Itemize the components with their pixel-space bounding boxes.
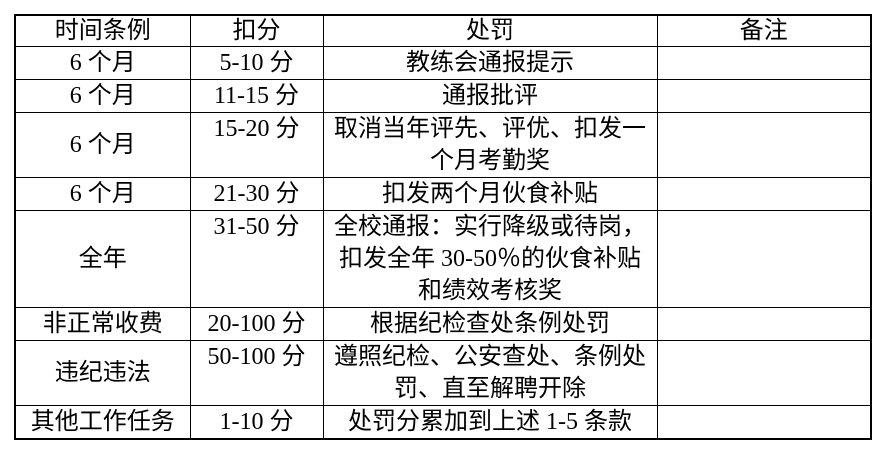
cell-time: 6 个月 xyxy=(14,79,191,113)
cell-remark xyxy=(656,340,872,406)
cell-points: 11-15 分 xyxy=(189,79,324,113)
cell-remark xyxy=(656,46,872,80)
cell-points: 20-100 分 xyxy=(189,307,324,341)
cell-time: 6 个月 xyxy=(14,112,191,178)
cell-remark xyxy=(656,177,872,211)
cell-punishment: 根据纪检查处条例处罚 xyxy=(322,307,658,341)
cell-time: 非正常收费 xyxy=(14,307,191,341)
table-row: 6 个月 5-10 分 教练会通报提示 xyxy=(14,46,872,80)
column-header-punishment: 处罚 xyxy=(322,14,658,47)
cell-remark xyxy=(656,79,872,113)
cell-remark xyxy=(656,405,872,440)
cell-punishment: 遵照纪检、公安查处、条例处 罚、直至解聘开除 xyxy=(322,340,658,406)
cell-remark xyxy=(656,307,872,341)
table-row: 全年 31-50 分 全校通报：实行降级或待岗， 扣发全年 30-50％的伙食补… xyxy=(14,210,872,308)
cell-points: 1-10 分 xyxy=(189,405,324,440)
cell-points: 5-10 分 xyxy=(189,46,324,80)
table-row: 6 个月 11-15 分 通报批评 xyxy=(14,79,872,113)
cell-punishment: 处罚分累加到上述 1-5 条款 xyxy=(322,405,658,440)
table-row: 6 个月 21-30 分 扣发两个月伙食补贴 xyxy=(14,177,872,211)
cell-time: 违纪违法 xyxy=(14,340,191,406)
cell-points: 31-50 分 xyxy=(189,210,324,308)
cell-punishment: 通报批评 xyxy=(322,79,658,113)
cell-time: 6 个月 xyxy=(14,46,191,80)
cell-points: 50-100 分 xyxy=(189,340,324,406)
cell-time: 其他工作任务 xyxy=(14,405,191,440)
cell-punishment: 扣发两个月伙食补贴 xyxy=(322,177,658,211)
cell-punishment: 取消当年评先、评优、扣发一 个月考勤奖 xyxy=(322,112,658,178)
column-header-time: 时间条例 xyxy=(14,14,191,47)
cell-points: 21-30 分 xyxy=(189,177,324,211)
cell-remark xyxy=(656,210,872,308)
cell-time: 全年 xyxy=(14,210,191,308)
table-row: 非正常收费 20-100 分 根据纪检查处条例处罚 xyxy=(14,307,872,341)
table-row: 其他工作任务 1-10 分 处罚分累加到上述 1-5 条款 xyxy=(14,405,872,440)
header-row: 时间条例 扣分 处罚 备注 xyxy=(14,14,872,47)
cell-remark xyxy=(656,112,872,178)
cell-time: 6 个月 xyxy=(14,177,191,211)
column-header-remark: 备注 xyxy=(656,14,872,47)
penalty-table: 时间条例 扣分 处罚 备注 6 个月 5-10 分 教练会通报提示 6 个月 1… xyxy=(14,14,872,440)
table-row: 6 个月 15-20 分 取消当年评先、评优、扣发一 个月考勤奖 xyxy=(14,112,872,178)
cell-punishment: 教练会通报提示 xyxy=(322,46,658,80)
cell-points: 15-20 分 xyxy=(189,112,324,178)
table-row: 违纪违法 50-100 分 遵照纪检、公安查处、条例处 罚、直至解聘开除 xyxy=(14,340,872,406)
column-header-points: 扣分 xyxy=(189,14,324,47)
cell-punishment: 全校通报：实行降级或待岗， 扣发全年 30-50％的伙食补贴 和绩效考核奖 xyxy=(322,210,658,308)
